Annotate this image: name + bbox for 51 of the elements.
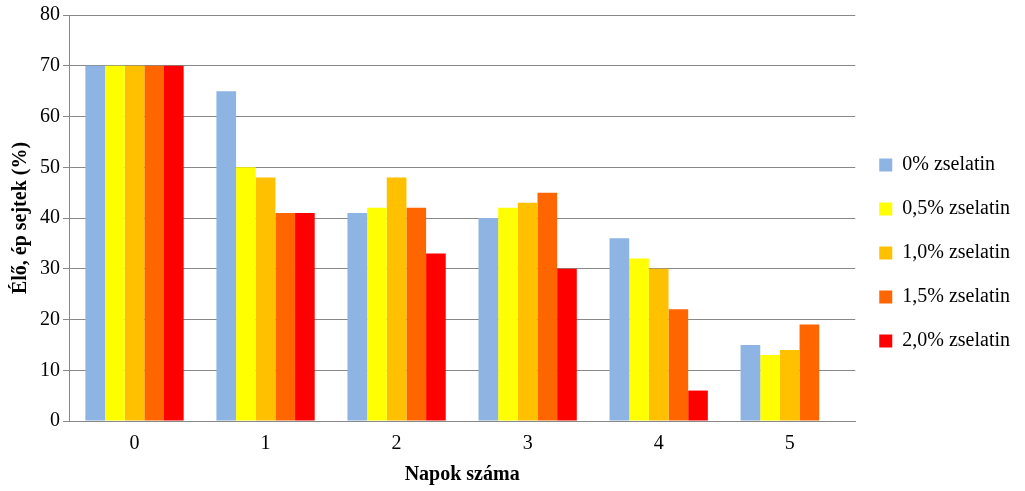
bar [406,207,427,421]
bar [760,355,780,421]
x-tick-label: 4 [653,431,664,454]
x-tick-label: 5 [784,431,795,454]
bar [255,177,276,421]
x-tick-label: 1 [260,431,271,454]
bar [367,207,387,421]
legend-label: 1,5% zselatin [902,284,1011,307]
bar [779,349,800,421]
y-tick-label: 20 [40,306,60,329]
bar [426,253,446,421]
x-tick-label: 0 [129,431,140,454]
bar [537,192,558,421]
bar [85,65,106,421]
bar [164,65,184,421]
bar [144,65,165,421]
bar [478,218,499,421]
bar [295,212,315,421]
x-tick-label: 3 [522,431,533,454]
y-tick-label: 0 [50,408,60,431]
bar [799,324,820,421]
y-tick-label: 70 [40,53,60,75]
legend-label: 1,0% zselatin [902,240,1011,263]
bar [124,65,145,421]
y-tick-label: 10 [40,357,60,380]
bar [105,65,125,421]
bar [609,238,630,421]
y-tick-label: 60 [40,103,60,126]
bar [347,212,368,421]
y-axis-title: Élő, ép sejtek (%) [8,141,32,295]
bar [386,177,407,421]
bar [629,258,649,421]
y-tick-label: 40 [40,205,60,228]
bar [740,344,761,421]
y-tick-label: 80 [40,2,60,25]
bar [236,167,256,421]
bar [498,207,518,421]
legend-label: 2,0% zselatin [902,328,1011,351]
bar [216,91,237,421]
y-tick-label: 50 [40,154,60,177]
bar [517,202,538,421]
legend-label: 0% zselatin [902,152,996,175]
bar [688,390,708,421]
bar [275,212,296,421]
bar [648,268,669,421]
bar [668,309,689,421]
x-tick-label: 2 [391,431,402,454]
bar [557,268,577,421]
legend-label: 0,5% zselatin [902,196,1011,219]
x-axis-title: Napok száma [404,462,520,486]
y-tick-label: 30 [40,256,60,278]
